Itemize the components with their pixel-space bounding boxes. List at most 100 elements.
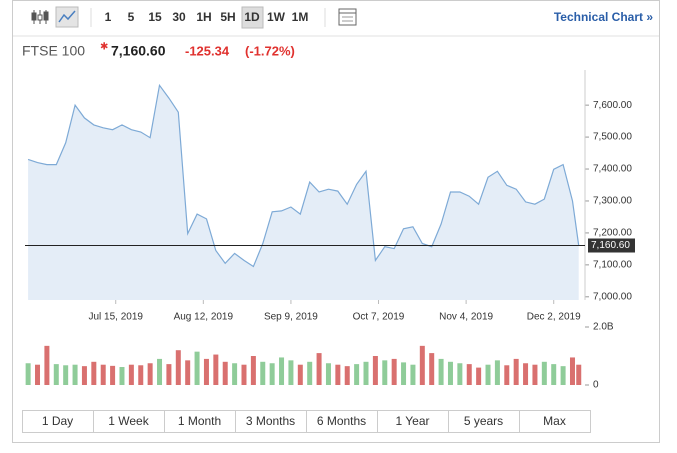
volume-bar bbox=[382, 360, 388, 385]
volume-bar bbox=[372, 356, 378, 385]
last-price: 7,160.60 bbox=[111, 43, 166, 59]
x-tick-label: Dec 2, 2019 bbox=[527, 312, 581, 323]
volume-bar bbox=[203, 358, 209, 385]
x-tick-label: Nov 4, 2019 bbox=[439, 312, 493, 323]
selected-interval bbox=[241, 6, 264, 29]
volume-bar bbox=[325, 363, 331, 385]
volume-bar bbox=[175, 350, 181, 385]
interval-button[interactable]: 30 bbox=[172, 10, 186, 24]
volume-bar bbox=[410, 364, 416, 385]
current-price-label: 7,160.60 bbox=[591, 240, 630, 251]
interval-button[interactable]: 1M bbox=[292, 10, 309, 24]
volume-bar bbox=[166, 364, 172, 385]
price-line bbox=[27, 83, 580, 268]
volume-bar bbox=[297, 364, 303, 385]
volume-bar bbox=[194, 351, 200, 385]
technical-chart-link[interactable]: Technical Chart » bbox=[554, 10, 653, 24]
range-button-label: 3 Months bbox=[246, 414, 295, 428]
volume-bar bbox=[532, 364, 538, 385]
volume-bar bbox=[476, 367, 482, 385]
volume-bar bbox=[119, 367, 125, 385]
live-marker: ✱ bbox=[100, 42, 108, 53]
volume-bar bbox=[438, 358, 444, 385]
range-button-label: Max bbox=[543, 414, 566, 428]
volume-bar bbox=[419, 345, 425, 385]
range-button-label: 5 years bbox=[464, 414, 503, 428]
interval-button[interactable]: 5H bbox=[220, 10, 235, 24]
volume-bar bbox=[569, 357, 575, 385]
range-buttons: 1 Day 1 Week 1 Month 3 Months 6 Months 1 Year… bbox=[22, 410, 591, 433]
volume-bar bbox=[523, 363, 529, 385]
volume-bar bbox=[110, 365, 116, 385]
price-change-percent: (-1.72%) bbox=[245, 43, 295, 58]
volume-bar bbox=[335, 364, 341, 385]
interval-button[interactable]: 1W bbox=[267, 10, 286, 24]
volume-bar bbox=[250, 356, 256, 385]
volume-bar bbox=[157, 358, 163, 385]
candles-icon[interactable] bbox=[31, 10, 49, 24]
interval-button[interactable]: 15 bbox=[148, 10, 162, 24]
volume-tick-label: 2.0B bbox=[593, 322, 614, 333]
volume-bar bbox=[485, 364, 491, 385]
volume-bar bbox=[138, 365, 144, 385]
volume-bar bbox=[576, 364, 582, 385]
interval-button[interactable]: 1 bbox=[105, 10, 112, 24]
y-tick-label: 7,300.00 bbox=[593, 196, 632, 207]
volume-bar bbox=[241, 364, 247, 385]
volume-bar bbox=[560, 366, 566, 385]
price-area bbox=[28, 85, 579, 300]
price-change: -125.34 bbox=[185, 43, 230, 58]
x-tick-label: Sep 9, 2019 bbox=[264, 312, 318, 323]
y-tick-label: 7,400.00 bbox=[593, 164, 632, 175]
interval-button[interactable]: 1H bbox=[196, 10, 211, 24]
volume-bar bbox=[541, 361, 547, 385]
range-button-label: 6 Months bbox=[317, 414, 366, 428]
range-button-label: 1 Week bbox=[108, 414, 149, 428]
y-tick-label: 7,500.00 bbox=[593, 132, 632, 143]
volume-bar bbox=[391, 358, 397, 385]
volume-bar bbox=[344, 366, 350, 385]
range-button-label: 1 Year bbox=[395, 414, 429, 428]
y-tick-label: 7,600.00 bbox=[593, 100, 632, 111]
line-icon-glyph bbox=[58, 10, 76, 23]
volume-bar bbox=[147, 363, 153, 385]
volume-bar bbox=[53, 364, 59, 385]
interval-button[interactable]: 1D bbox=[244, 10, 260, 24]
volume-bar bbox=[269, 363, 275, 385]
volume-bar bbox=[447, 361, 453, 385]
range-button[interactable] bbox=[519, 410, 591, 433]
volume-bar bbox=[401, 362, 407, 385]
interval-buttons: 1 5 15 30 1H 5H 1D 1W 1M bbox=[105, 10, 309, 24]
settings-icon[interactable] bbox=[338, 8, 357, 26]
x-tick-label: Jul 15, 2019 bbox=[88, 312, 143, 323]
y-tick-label: 7,000.00 bbox=[593, 291, 632, 302]
volume-bar bbox=[44, 345, 50, 385]
volume-bar bbox=[513, 358, 519, 385]
current-price-box bbox=[588, 238, 635, 253]
volume-bar bbox=[551, 364, 557, 385]
volume-bar bbox=[260, 361, 266, 385]
volume-bar bbox=[363, 361, 369, 385]
volume-bar bbox=[288, 360, 294, 385]
volume-bar bbox=[81, 366, 87, 385]
volume-bar bbox=[279, 357, 285, 385]
x-tick-label: Aug 12, 2019 bbox=[174, 312, 234, 323]
volume-bar bbox=[63, 365, 69, 385]
volume-bar bbox=[185, 360, 191, 385]
volume-bar bbox=[232, 363, 238, 385]
volume-bar bbox=[100, 364, 106, 385]
x-tick-label: Oct 7, 2019 bbox=[353, 312, 405, 323]
volume-bar bbox=[504, 365, 510, 385]
y-tick-label: 7,200.00 bbox=[593, 228, 632, 239]
volume-bar bbox=[222, 361, 228, 385]
instrument-name: FTSE 100 bbox=[22, 43, 85, 59]
volume-bar bbox=[72, 364, 78, 385]
volume-bar bbox=[316, 353, 322, 385]
volume-bar bbox=[354, 364, 360, 385]
interval-button[interactable]: 5 bbox=[128, 10, 135, 24]
volume-bar bbox=[25, 363, 31, 385]
plot: Investing.com7,000.007,100.007,200.007,3… bbox=[25, 70, 635, 391]
chart-type-icons bbox=[31, 6, 79, 28]
volume-bar bbox=[494, 360, 500, 385]
